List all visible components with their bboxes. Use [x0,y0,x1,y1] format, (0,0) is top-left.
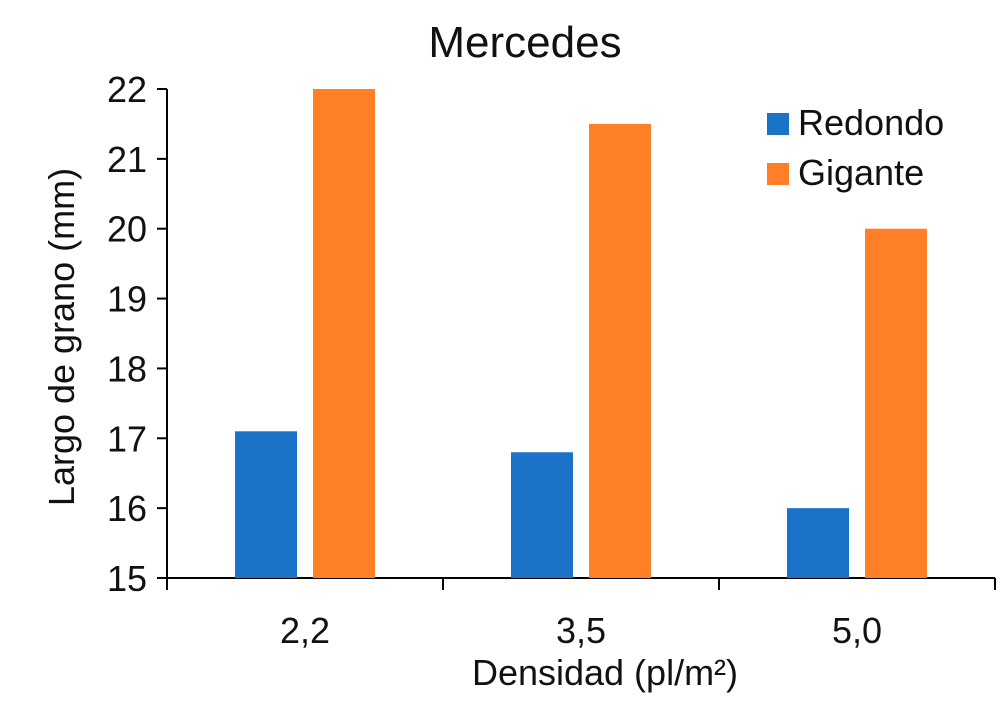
bar-redondo-2 [511,452,573,578]
y-tick-label: 20 [107,209,147,250]
y-tick-label: 18 [107,348,147,389]
legend-label-gigante: Gigante [798,152,924,193]
y-tick-label: 16 [107,488,147,529]
legend-swatch-redondo [767,113,789,135]
x-tick-label: 3,5 [556,610,606,651]
y-axis-label: Largo de grano (mm) [41,168,82,506]
y-tick-label: 21 [107,139,147,180]
x-tick-label: 2,2 [280,610,330,651]
legend: Redondo Gigante [767,102,944,193]
x-tick-label: 5,0 [832,610,882,651]
bar-gigante-1 [313,89,375,578]
y-tick-label: 17 [107,418,147,459]
bar-redondo-1 [235,431,297,578]
legend-swatch-gigante [767,163,789,185]
bar-gigante-2 [589,123,651,578]
bar-redondo-3 [787,508,849,578]
chart-title: Mercedes [428,18,621,67]
y-tick-label: 15 [107,558,147,599]
bar-gigante-3 [865,228,927,578]
plot-area: 15 16 17 18 19 20 21 22 2,2 3,5 5,0 [107,69,996,651]
x-axis-label: Densidad (pl/m²) [472,652,738,693]
y-tick-label: 22 [107,69,147,110]
legend-label-redondo: Redondo [798,102,944,143]
y-tick-label: 19 [107,279,147,320]
